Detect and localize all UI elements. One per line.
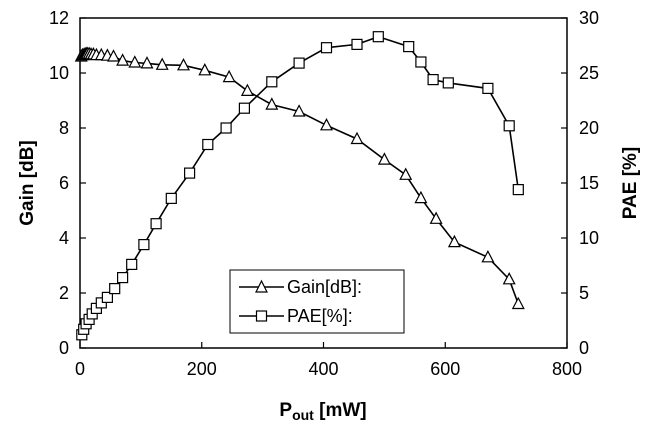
gain-data-point	[350, 131, 364, 145]
y-right-tick-label: 30	[579, 8, 599, 28]
pae-data-point	[403, 40, 415, 53]
legend: Gain[dB]: PAE[%]:	[229, 269, 405, 334]
gain-data-point	[107, 49, 120, 62]
pae-data-point	[150, 218, 162, 230]
x-axis-title-unit: [mW]	[314, 400, 367, 421]
gain-data-point	[377, 152, 391, 165]
series-layer	[74, 31, 525, 341]
legend-pae-label: PAE[%]:	[287, 306, 353, 326]
x-tick-label: 600	[430, 359, 460, 379]
y-right-tick-label: 25	[579, 63, 599, 83]
y-right-axis-title: PAE [%]	[620, 147, 641, 219]
pae-data-point	[503, 120, 515, 132]
y-left-tick-label: 10	[49, 63, 69, 83]
pae-data-point	[320, 42, 333, 54]
y-right-tick-label: 20	[579, 118, 599, 138]
gain-data-point	[128, 55, 142, 68]
pae-data-point	[442, 77, 454, 89]
gain-data-point	[292, 104, 306, 117]
y-right-tick-label: 15	[579, 173, 599, 193]
pae-data-point	[116, 272, 129, 284]
pae-data-point	[427, 73, 439, 86]
x-tick-label: 800	[552, 359, 582, 379]
x-tick-label: 200	[187, 359, 217, 379]
gain-data-point	[414, 190, 428, 204]
gain-data-point	[511, 296, 525, 310]
x-tick-label: 400	[308, 359, 338, 379]
gain-data-point	[240, 83, 254, 97]
legend-pae-square-marker	[255, 310, 268, 322]
y-left-tick-label: 6	[59, 173, 69, 193]
pae-data-point	[138, 239, 150, 251]
gain-data-point	[429, 211, 443, 224]
pae-data-point	[165, 192, 177, 204]
gain-data-point	[155, 57, 169, 70]
pae-data-point	[482, 82, 494, 95]
gain-data-point	[399, 167, 413, 180]
pae-data-point	[266, 76, 278, 88]
legend-gain-label: Gain[dB]:	[287, 277, 362, 297]
y-left-tick-label: 8	[59, 118, 69, 138]
x-tick-label: 0	[75, 359, 85, 379]
pae-data-point	[372, 31, 384, 43]
gain-series-line	[80, 52, 520, 305]
gain-data-point	[447, 234, 461, 248]
y-left-tick-label: 12	[49, 8, 69, 28]
legend-gain-triangle-marker	[255, 279, 268, 293]
gain-data-point	[222, 69, 236, 83]
gain-data-point	[177, 58, 190, 71]
pae-data-point	[238, 102, 250, 114]
x-axis-title: Pout [mW]	[279, 400, 366, 423]
y-right-tick-label: 0	[579, 338, 589, 358]
pae-data-point	[126, 258, 138, 270]
gain-data-point	[140, 56, 154, 69]
x-axis-title-main: P	[279, 400, 292, 421]
pae-data-point	[351, 38, 363, 51]
gain-data-point	[116, 53, 130, 66]
pae-data-point	[293, 57, 305, 69]
gain-data-point	[320, 118, 333, 131]
pae-data-point	[101, 291, 114, 303]
pae-data-point	[512, 184, 524, 196]
plot-frame	[79, 17, 568, 349]
y-left-tick-label: 2	[59, 283, 69, 303]
y-left-tick-label: 0	[59, 338, 69, 358]
pae-data-point	[184, 167, 196, 179]
y-left-axis-title: Gain [dB]	[17, 140, 38, 226]
y-right-tick-label: 10	[579, 228, 599, 248]
x-axis-title-subscript: out	[292, 407, 314, 423]
pae-data-point	[220, 122, 232, 134]
gain-data-point	[502, 272, 516, 285]
gain-data-point	[481, 250, 495, 263]
gain-data-point	[265, 97, 279, 110]
pae-data-point	[415, 56, 427, 68]
legend-box	[229, 269, 405, 334]
y-left-tick-label: 4	[59, 228, 69, 248]
pae-data-point	[202, 138, 214, 151]
gain-data-point	[198, 63, 212, 76]
pae-data-point	[109, 283, 121, 295]
y-right-tick-label: 5	[579, 283, 589, 303]
